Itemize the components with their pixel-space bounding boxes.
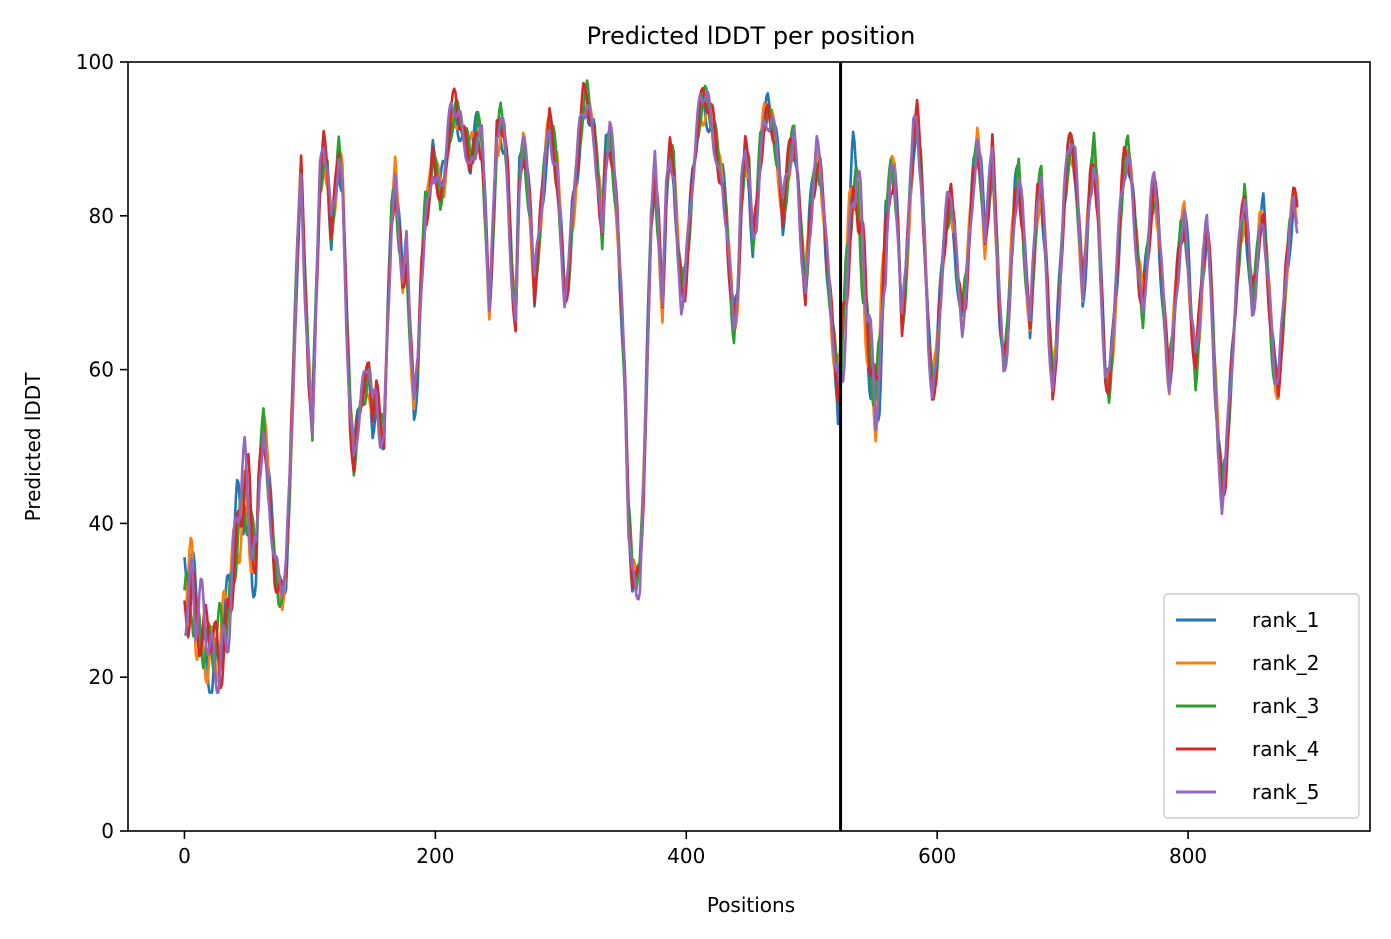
y-tick-label: 40 [89, 511, 114, 535]
y-tick-label: 60 [89, 358, 114, 382]
y-tick-label: 100 [76, 50, 114, 74]
x-tick-label: 200 [416, 844, 454, 868]
chart-title: Predicted lDDT per position [587, 22, 916, 50]
y-axis-title: Predicted lDDT [21, 372, 45, 522]
x-tick-label: 0 [178, 844, 191, 868]
y-axis-ticks: 0 20 40 60 80 100 [76, 50, 128, 843]
series-line-rank_5 [183, 90, 1299, 694]
x-tick-label: 800 [1169, 844, 1207, 868]
legend: rank_1 rank_2 rank_3 rank_4 rank_5 [1163, 593, 1360, 819]
y-tick-label: 20 [89, 665, 114, 689]
x-tick-label: 600 [918, 844, 956, 868]
x-axis-ticks: 0 200 400 600 800 [178, 831, 1207, 868]
x-axis-title: Positions [707, 893, 795, 917]
y-tick-label: 0 [101, 819, 114, 843]
legend-label: rank_3 [1252, 694, 1319, 718]
legend-label: rank_1 [1252, 608, 1319, 632]
legend-label: rank_5 [1252, 780, 1319, 804]
plot-lines [183, 79, 1299, 694]
x-tick-label: 400 [667, 844, 705, 868]
legend-box [1163, 593, 1360, 819]
y-tick-label: 80 [89, 204, 114, 228]
legend-label: rank_4 [1252, 737, 1319, 761]
legend-label: rank_2 [1252, 651, 1319, 675]
axes-frame [127, 61, 1371, 832]
